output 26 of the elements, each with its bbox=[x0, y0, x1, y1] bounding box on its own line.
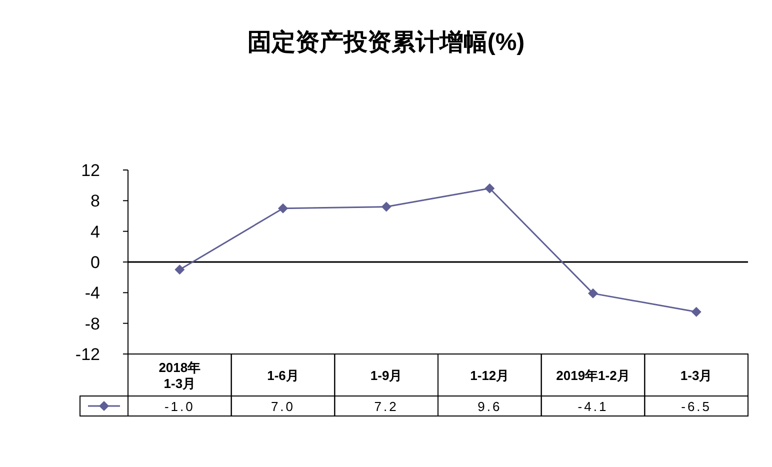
x-tick-label: 1-12月 bbox=[470, 368, 510, 383]
x-tick-label: 2018年 1-3月 bbox=[158, 360, 201, 391]
point bbox=[381, 202, 392, 212]
point bbox=[484, 183, 495, 194]
x-tick-label: 2019年1-2月 bbox=[556, 368, 630, 383]
y-tick-label: 0 bbox=[90, 253, 100, 272]
data-label: -4.1 bbox=[578, 399, 608, 414]
y-tick-label: 8 bbox=[90, 192, 100, 211]
point bbox=[691, 306, 702, 317]
x-tick-label: 1-3月 bbox=[680, 368, 712, 383]
y-tick-label: -12 bbox=[75, 345, 100, 364]
x-tick-label: 1-6月 bbox=[267, 368, 299, 383]
y-tick-label: 12 bbox=[81, 161, 100, 180]
data-label: 7.0 bbox=[270, 399, 296, 414]
point bbox=[174, 264, 185, 275]
y-tick-label: -4 bbox=[84, 284, 100, 303]
point bbox=[278, 203, 288, 214]
x-tick-label: 1-9月 bbox=[370, 368, 402, 383]
chart-title: 固定资产投资累计增幅(%) bbox=[247, 29, 525, 56]
y-tick-label: 4 bbox=[90, 222, 100, 242]
data-label: -1.0 bbox=[164, 399, 195, 414]
point bbox=[588, 288, 598, 298]
data-label: -6.5 bbox=[681, 399, 712, 414]
data-label: 7.2 bbox=[374, 399, 398, 414]
y-tick-label: -8 bbox=[84, 314, 100, 334]
data-label: 9.6 bbox=[478, 399, 502, 414]
